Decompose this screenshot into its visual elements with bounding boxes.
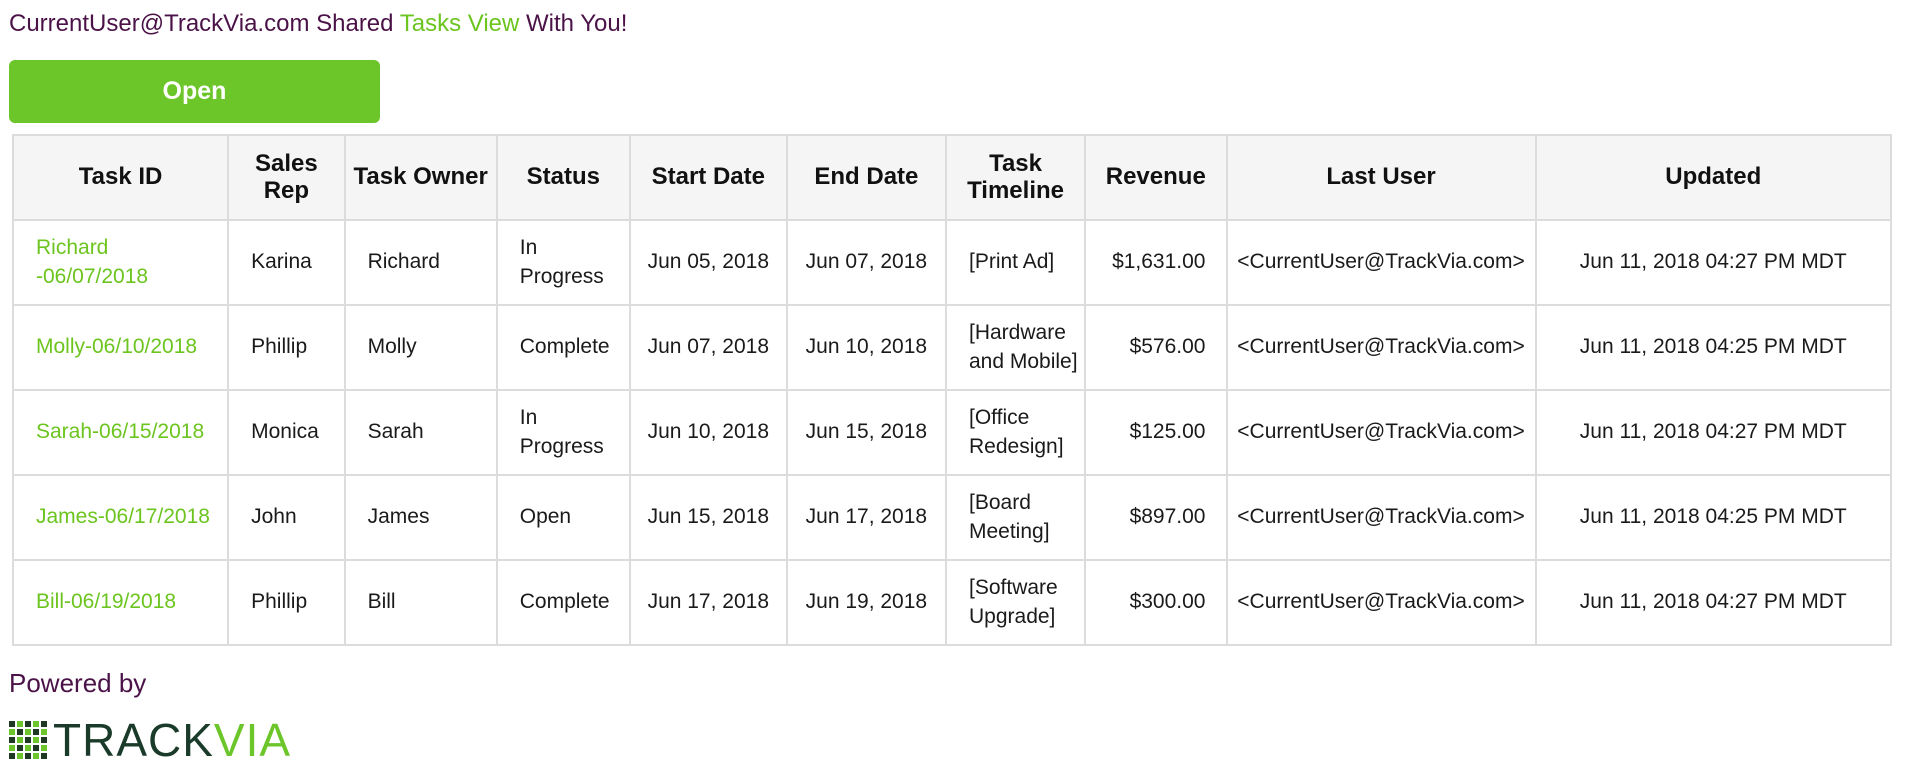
start-date-cell: Jun 05, 2018 (628, 219, 788, 306)
task-timeline-cell: [Office Redesign] (944, 389, 1087, 476)
header-row: Task ID Sales Rep Task Owner Status Start Da… (11, 134, 1893, 221)
sales-rep-cell: John (227, 474, 346, 561)
column-header: Task Owner (343, 134, 498, 221)
start-date-cell: Jun 07, 2018 (628, 304, 788, 391)
revenue-cell: $300.00 (1084, 559, 1228, 646)
last-user-cell: <CurrentUser@TrackVia.com> (1225, 219, 1537, 306)
task-owner-cell: Molly (343, 304, 498, 391)
end-date-cell: Jun 10, 2018 (785, 304, 948, 391)
task-timeline-cell: [Board Meeting] (944, 474, 1087, 561)
table-row[interactable]: Bill-06/19/2018 Phillip Bill Complete Jun 17… (11, 559, 1893, 646)
last-user-cell: <CurrentUser@TrackVia.com> (1225, 474, 1537, 561)
status-cell: Complete (495, 304, 631, 391)
task-timeline-cell: [Print Ad] (944, 219, 1087, 306)
task-owner-cell: Richard (343, 219, 498, 306)
shared-by-user: CurrentUser@TrackVia.com (9, 10, 310, 37)
sales-rep-cell: Karina (227, 219, 346, 306)
status-cell: In Progress (495, 219, 631, 306)
table-body: Richard -06/07/2018 Karina Richard In Progr… (11, 219, 1893, 646)
table-row[interactable]: Richard -06/07/2018 Karina Richard In Progr… (11, 219, 1893, 306)
trackvia-logo-text: TRACKVIA (53, 714, 292, 766)
task-id-link[interactable]: Molly-06/10/2018 (36, 335, 198, 359)
task-id-link[interactable]: James-06/17/2018 (36, 505, 210, 529)
task-id-link[interactable]: Richard -06/07/2018 (36, 236, 149, 288)
start-date-cell: Jun 15, 2018 (628, 474, 788, 561)
updated-cell: Jun 11, 2018 04:27 PM MDT (1534, 389, 1893, 476)
task-owner-cell: Bill (343, 559, 498, 646)
column-header: Sales Rep (227, 134, 346, 221)
shared-text: Shared (316, 10, 394, 37)
revenue-cell: $1,631.00 (1084, 219, 1228, 306)
task-id-link[interactable]: Sarah-06/15/2018 (36, 420, 205, 444)
column-header: Task ID (11, 134, 230, 221)
trackvia-logo: TRACKVIA (9, 714, 292, 766)
open-button[interactable]: Open (9, 60, 380, 123)
sales-rep-cell: Monica (227, 389, 346, 476)
task-id-cell: Molly-06/10/2018 (11, 304, 230, 391)
table-row[interactable]: Sarah-06/15/2018 Monica Sarah In Progress Ju… (11, 389, 1893, 476)
column-header: Revenue (1084, 134, 1228, 221)
sales-rep-cell: Phillip (227, 559, 346, 646)
table-row[interactable]: James-06/17/2018 John James Open Jun 15, 201… (11, 474, 1893, 561)
revenue-cell: $897.00 (1084, 474, 1228, 561)
end-date-cell: Jun 17, 2018 (785, 474, 948, 561)
task-timeline-cell: [Hardware and Mobile] (944, 304, 1087, 391)
table-header: Task ID Sales Rep Task Owner Status Start Da… (11, 134, 1893, 221)
column-header: End Date (785, 134, 948, 221)
column-header: Status (495, 134, 631, 221)
start-date-cell: Jun 10, 2018 (628, 389, 788, 476)
share-suffix: With You! (526, 10, 628, 37)
column-header: Task Timeline (944, 134, 1087, 221)
start-date-cell: Jun 17, 2018 (628, 559, 788, 646)
column-header: Last User (1225, 134, 1537, 221)
task-id-cell: James-06/17/2018 (11, 474, 230, 561)
revenue-cell: $125.00 (1084, 389, 1228, 476)
task-id-cell: Bill-06/19/2018 (11, 559, 230, 646)
column-header: Updated (1534, 134, 1893, 221)
status-cell: Complete (495, 559, 631, 646)
powered-by-label: Powered by (9, 668, 147, 698)
view-name: Tasks View (399, 10, 520, 37)
updated-cell: Jun 11, 2018 04:27 PM MDT (1534, 559, 1893, 646)
task-id-link[interactable]: Bill-06/19/2018 (36, 590, 177, 614)
task-owner-cell: James (343, 474, 498, 561)
task-id-cell: Richard -06/07/2018 (11, 219, 230, 306)
trackvia-logo-icon (9, 721, 47, 759)
last-user-cell: <CurrentUser@TrackVia.com> (1225, 559, 1537, 646)
tasks-table: Task ID Sales Rep Task Owner Status Start Da… (11, 134, 1893, 646)
revenue-cell: $576.00 (1084, 304, 1228, 391)
status-cell: Open (495, 474, 631, 561)
updated-cell: Jun 11, 2018 04:25 PM MDT (1534, 304, 1893, 391)
last-user-cell: <CurrentUser@TrackVia.com> (1225, 304, 1537, 391)
end-date-cell: Jun 15, 2018 (785, 389, 948, 476)
task-timeline-cell: [Software Upgrade] (944, 559, 1087, 646)
status-cell: In Progress (495, 389, 631, 476)
column-header: Start Date (628, 134, 788, 221)
end-date-cell: Jun 07, 2018 (785, 219, 948, 306)
task-id-cell: Sarah-06/15/2018 (11, 389, 230, 476)
last-user-cell: <CurrentUser@TrackVia.com> (1225, 389, 1537, 476)
share-message: CurrentUser@TrackVia.com Shared Tasks Vi… (9, 10, 627, 38)
task-owner-cell: Sarah (343, 389, 498, 476)
updated-cell: Jun 11, 2018 04:25 PM MDT (1534, 474, 1893, 561)
sales-rep-cell: Phillip (227, 304, 346, 391)
table-row[interactable]: Molly-06/10/2018 Phillip Molly Complete Jun … (11, 304, 1893, 391)
updated-cell: Jun 11, 2018 04:27 PM MDT (1534, 219, 1893, 306)
end-date-cell: Jun 19, 2018 (785, 559, 948, 646)
